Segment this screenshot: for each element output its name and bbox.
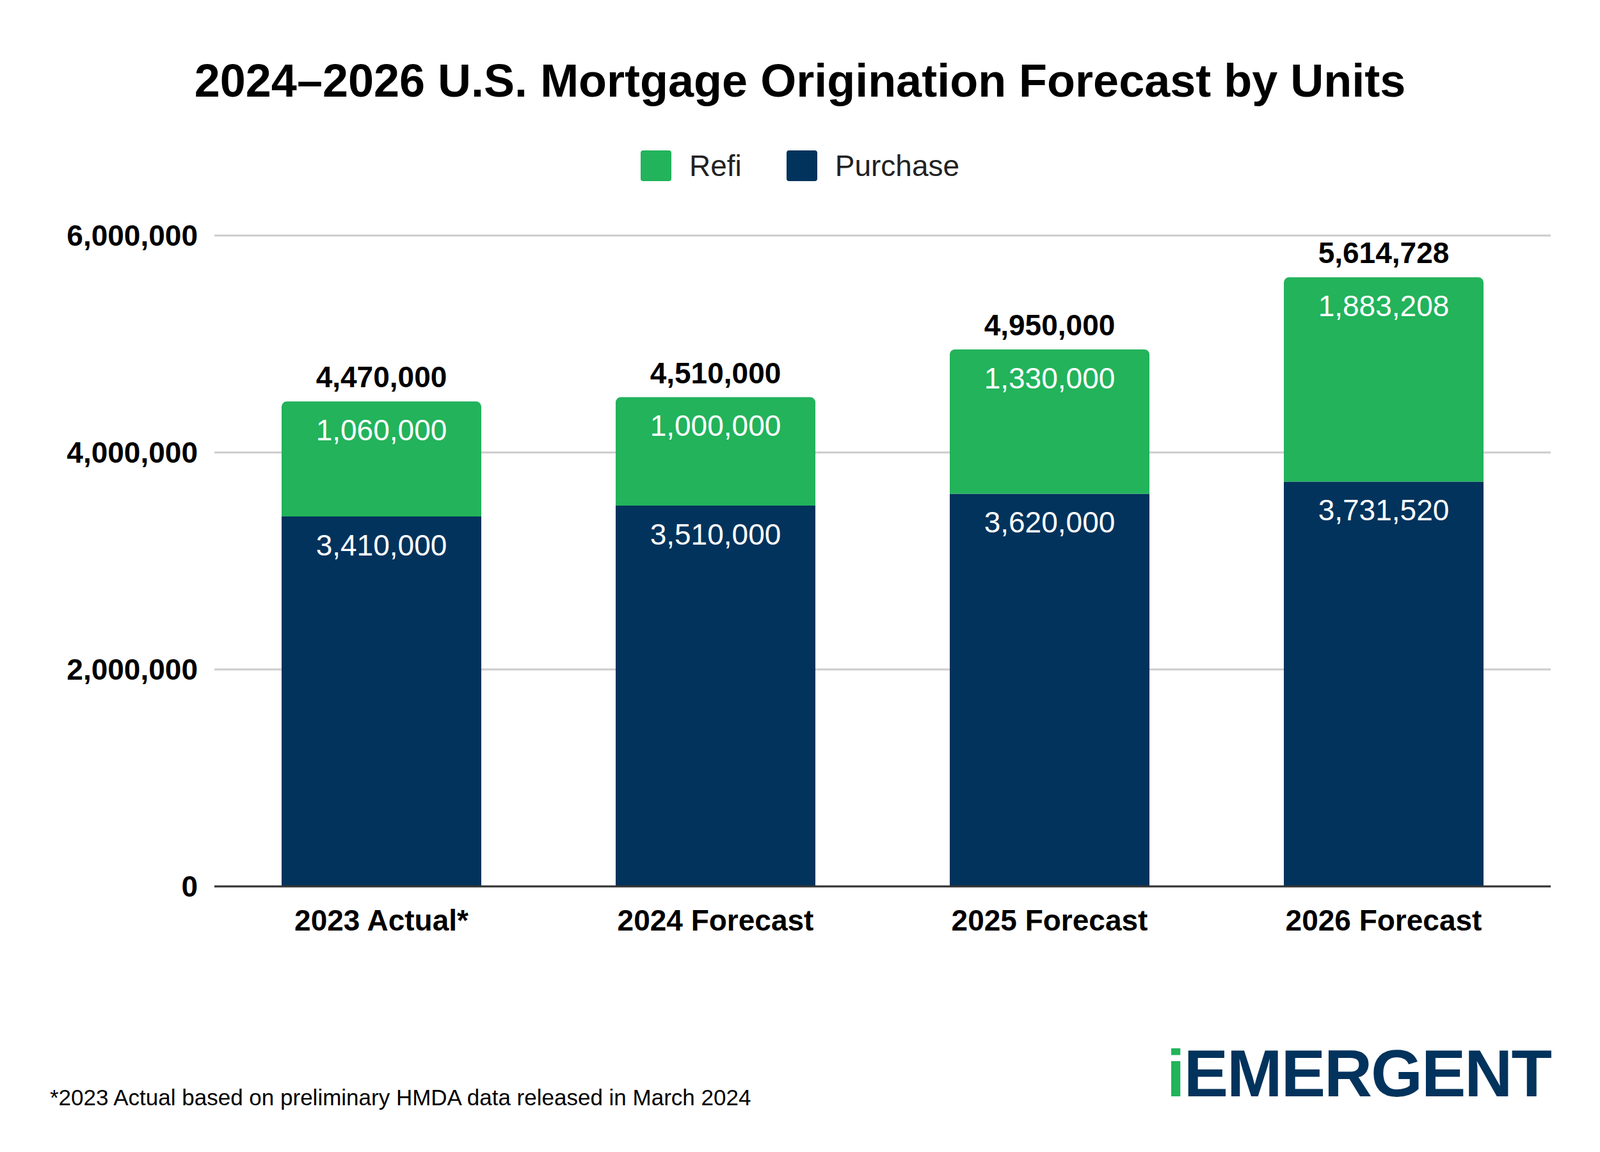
svg-text:2024 Forecast: 2024 Forecast bbox=[617, 903, 815, 937]
svg-text:6,000,000: 6,000,000 bbox=[66, 218, 198, 253]
svg-text:2026 Forecast: 2026 Forecast bbox=[1285, 903, 1483, 937]
svg-text:4,000,000: 4,000,000 bbox=[66, 435, 198, 470]
svg-text:4,510,000: 4,510,000 bbox=[650, 356, 782, 390]
svg-text:1,883,208: 1,883,208 bbox=[1318, 289, 1450, 323]
svg-text:2025 Forecast: 2025 Forecast bbox=[951, 903, 1149, 937]
svg-text:3,731,520: 3,731,520 bbox=[1318, 493, 1450, 527]
svg-text:1,000,000: 1,000,000 bbox=[650, 408, 782, 443]
svg-text:4,950,000: 4,950,000 bbox=[984, 308, 1116, 342]
svg-text:2,000,000: 2,000,000 bbox=[66, 652, 198, 687]
html-text:Refi: Refi bbox=[689, 149, 742, 183]
svg-text:3,410,000: 3,410,000 bbox=[316, 528, 448, 562]
svg-text:1,060,000: 1,060,000 bbox=[316, 413, 448, 447]
svg-text:3,510,000: 3,510,000 bbox=[650, 517, 782, 552]
svg-text:0: 0 bbox=[181, 869, 198, 904]
html-text:*2023 Actual based on prelimin: *2023 Actual based on preliminary HMDA d… bbox=[49, 1084, 751, 1110]
html-text:2024–2026 U.S. Mortgage Origin: 2024–2026 U.S. Mortgage Origination Fore… bbox=[194, 55, 1406, 107]
svg-text:3,620,000: 3,620,000 bbox=[984, 505, 1116, 539]
svg-text:1,330,000: 1,330,000 bbox=[984, 361, 1116, 395]
svg-text:4,470,000: 4,470,000 bbox=[316, 360, 448, 394]
svg-text:5,614,728: 5,614,728 bbox=[1318, 236, 1450, 270]
html-text:Purchase: Purchase bbox=[835, 149, 960, 183]
svg-text:2023 Actual*: 2023 Actual* bbox=[294, 903, 469, 937]
html-text:i EMERGENT: i EMERGENT bbox=[1166, 1036, 1551, 1111]
